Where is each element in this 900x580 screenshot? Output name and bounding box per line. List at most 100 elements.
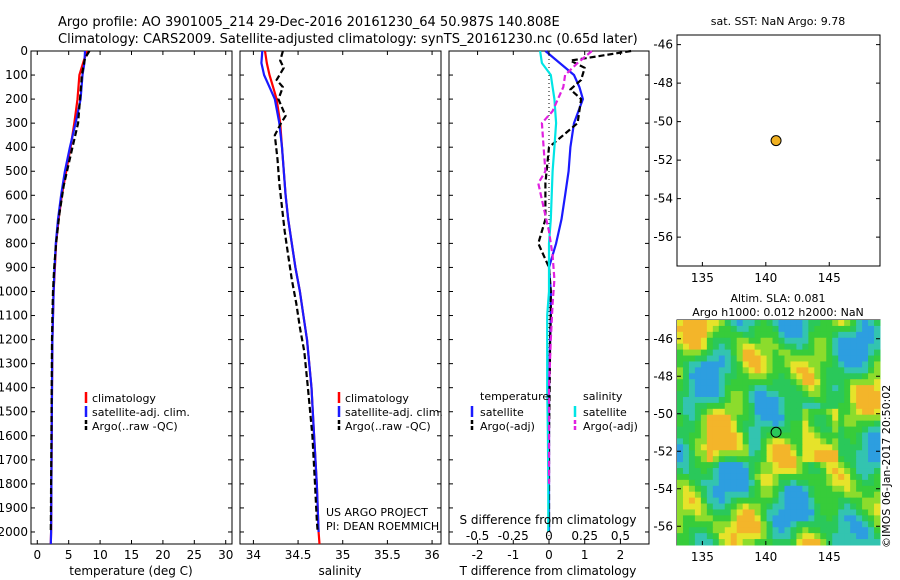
- heatmap-cell: [874, 349, 881, 357]
- heatmap-cell: [868, 396, 875, 404]
- heatmap-cell: [874, 497, 881, 505]
- heatmap-cell: [790, 349, 797, 357]
- heatmap-cell: [677, 444, 684, 451]
- heatmap-cell: [832, 408, 839, 416]
- heatmap-cell: [790, 373, 797, 380]
- heatmap-cell: [826, 420, 833, 428]
- heatmap-cell: [808, 343, 815, 351]
- heatmap-cell: [868, 432, 875, 439]
- heatmap-cell: [700, 438, 708, 445]
- heatmap-cell: [850, 503, 857, 510]
- heatmap-cell: [808, 396, 815, 404]
- heatmap-cell: [868, 355, 875, 362]
- heatmap-cell: [718, 473, 726, 481]
- heatmap-cell: [736, 503, 744, 510]
- heatmap-cell: [814, 361, 821, 368]
- heatmap-cell: [700, 337, 708, 345]
- heatmap-cell: [808, 509, 815, 516]
- heatmap-cell: [814, 539, 821, 546]
- heatmap-cell: [796, 438, 803, 445]
- heatmap-cell: [784, 509, 791, 516]
- heatmap-cell: [808, 491, 815, 499]
- heatmap-cell: [700, 456, 708, 463]
- heatmap-cell: [862, 355, 869, 362]
- heatmap-cell: [706, 456, 714, 463]
- heatmap-cell: [784, 468, 791, 475]
- heatmap-cell: [736, 521, 744, 528]
- heatmap-cell: [682, 396, 690, 404]
- heatmap-cell: [706, 462, 714, 469]
- heatmap-cell: [730, 420, 738, 428]
- heatmap-cell: [718, 385, 726, 392]
- heatmap-cell: [736, 361, 744, 368]
- heatmap-cell: [682, 320, 690, 327]
- heatmap-cell: [832, 373, 839, 380]
- heatmap-cell: [850, 456, 857, 463]
- heatmap-cell: [808, 521, 815, 528]
- heatmap-cell: [778, 462, 785, 469]
- heatmap-cell: [682, 485, 690, 493]
- heatmap-cell: [856, 473, 863, 481]
- heatmap-cell: [814, 456, 821, 463]
- heatmap-cell: [826, 503, 833, 510]
- heatmap-cell: [700, 432, 708, 439]
- heatmap-cell: [730, 396, 738, 404]
- heatmap-cell: [832, 426, 839, 433]
- heatmap-cell: [778, 402, 785, 410]
- heatmap-cell: [694, 438, 702, 445]
- heatmap-cell: [754, 497, 762, 505]
- heatmap-cell: [677, 367, 684, 374]
- heatmap-cell: [814, 533, 821, 540]
- heatmap-cell: [718, 391, 726, 398]
- heatmap-cell: [790, 497, 797, 505]
- heatmap-cell: [868, 402, 875, 410]
- heatmap-cell: [718, 438, 726, 445]
- heatmap-cell: [736, 414, 744, 422]
- heatmap-cell: [677, 515, 684, 522]
- heatmap-cell: [790, 361, 797, 368]
- heatmap-cell: [808, 408, 815, 416]
- heatmap-cell: [706, 396, 714, 404]
- heatmap-cell: [778, 379, 785, 386]
- heatmap-cell: [850, 444, 857, 451]
- x-tick-label: 15: [124, 548, 139, 562]
- heatmap-cell: [700, 491, 708, 499]
- heatmap-cell: [832, 385, 839, 392]
- heatmap-cell: [730, 391, 738, 398]
- heatmap-cell: [736, 320, 744, 327]
- heatmap-cell: [730, 468, 738, 475]
- heatmap-cell: [730, 385, 738, 392]
- heatmap-cell: [874, 337, 881, 345]
- heatmap-cell: [832, 355, 839, 362]
- heatmap-cell: [700, 367, 708, 374]
- heatmap-cell: [677, 426, 684, 433]
- heatmap-cell: [808, 325, 815, 333]
- heatmap-cell: [700, 485, 708, 493]
- heatmap-cell: [790, 432, 797, 439]
- heatmap-cell: [724, 396, 732, 404]
- heatmap-cell: [832, 468, 839, 475]
- heatmap-cell: [778, 320, 785, 327]
- heatmap-cell: [677, 497, 684, 505]
- heatmap-cell: [820, 408, 827, 416]
- heatmap-cell: [808, 468, 815, 475]
- heatmap-cell: [694, 539, 702, 546]
- heatmap-cell: [868, 343, 875, 351]
- heatmap-cell: [688, 426, 696, 433]
- heatmap-cell: [790, 396, 797, 404]
- heatmap-cell: [856, 485, 863, 493]
- heatmap-cell: [754, 473, 762, 481]
- heatmap-cell: [742, 491, 750, 499]
- heatmap-cell: [718, 414, 726, 422]
- heatmap-cell: [677, 379, 684, 386]
- heatmap-cell: [862, 485, 869, 493]
- heatmap-cell: [814, 527, 821, 534]
- heatmap-cell: [742, 527, 750, 534]
- heatmap-cell: [700, 473, 708, 481]
- heatmap-cell: [778, 337, 785, 345]
- heatmap-cell: [868, 491, 875, 499]
- heatmap-cell: [820, 509, 827, 516]
- heatmap-cell: [748, 509, 756, 516]
- heatmap-cell: [796, 473, 803, 481]
- heatmap-cell: [718, 527, 726, 534]
